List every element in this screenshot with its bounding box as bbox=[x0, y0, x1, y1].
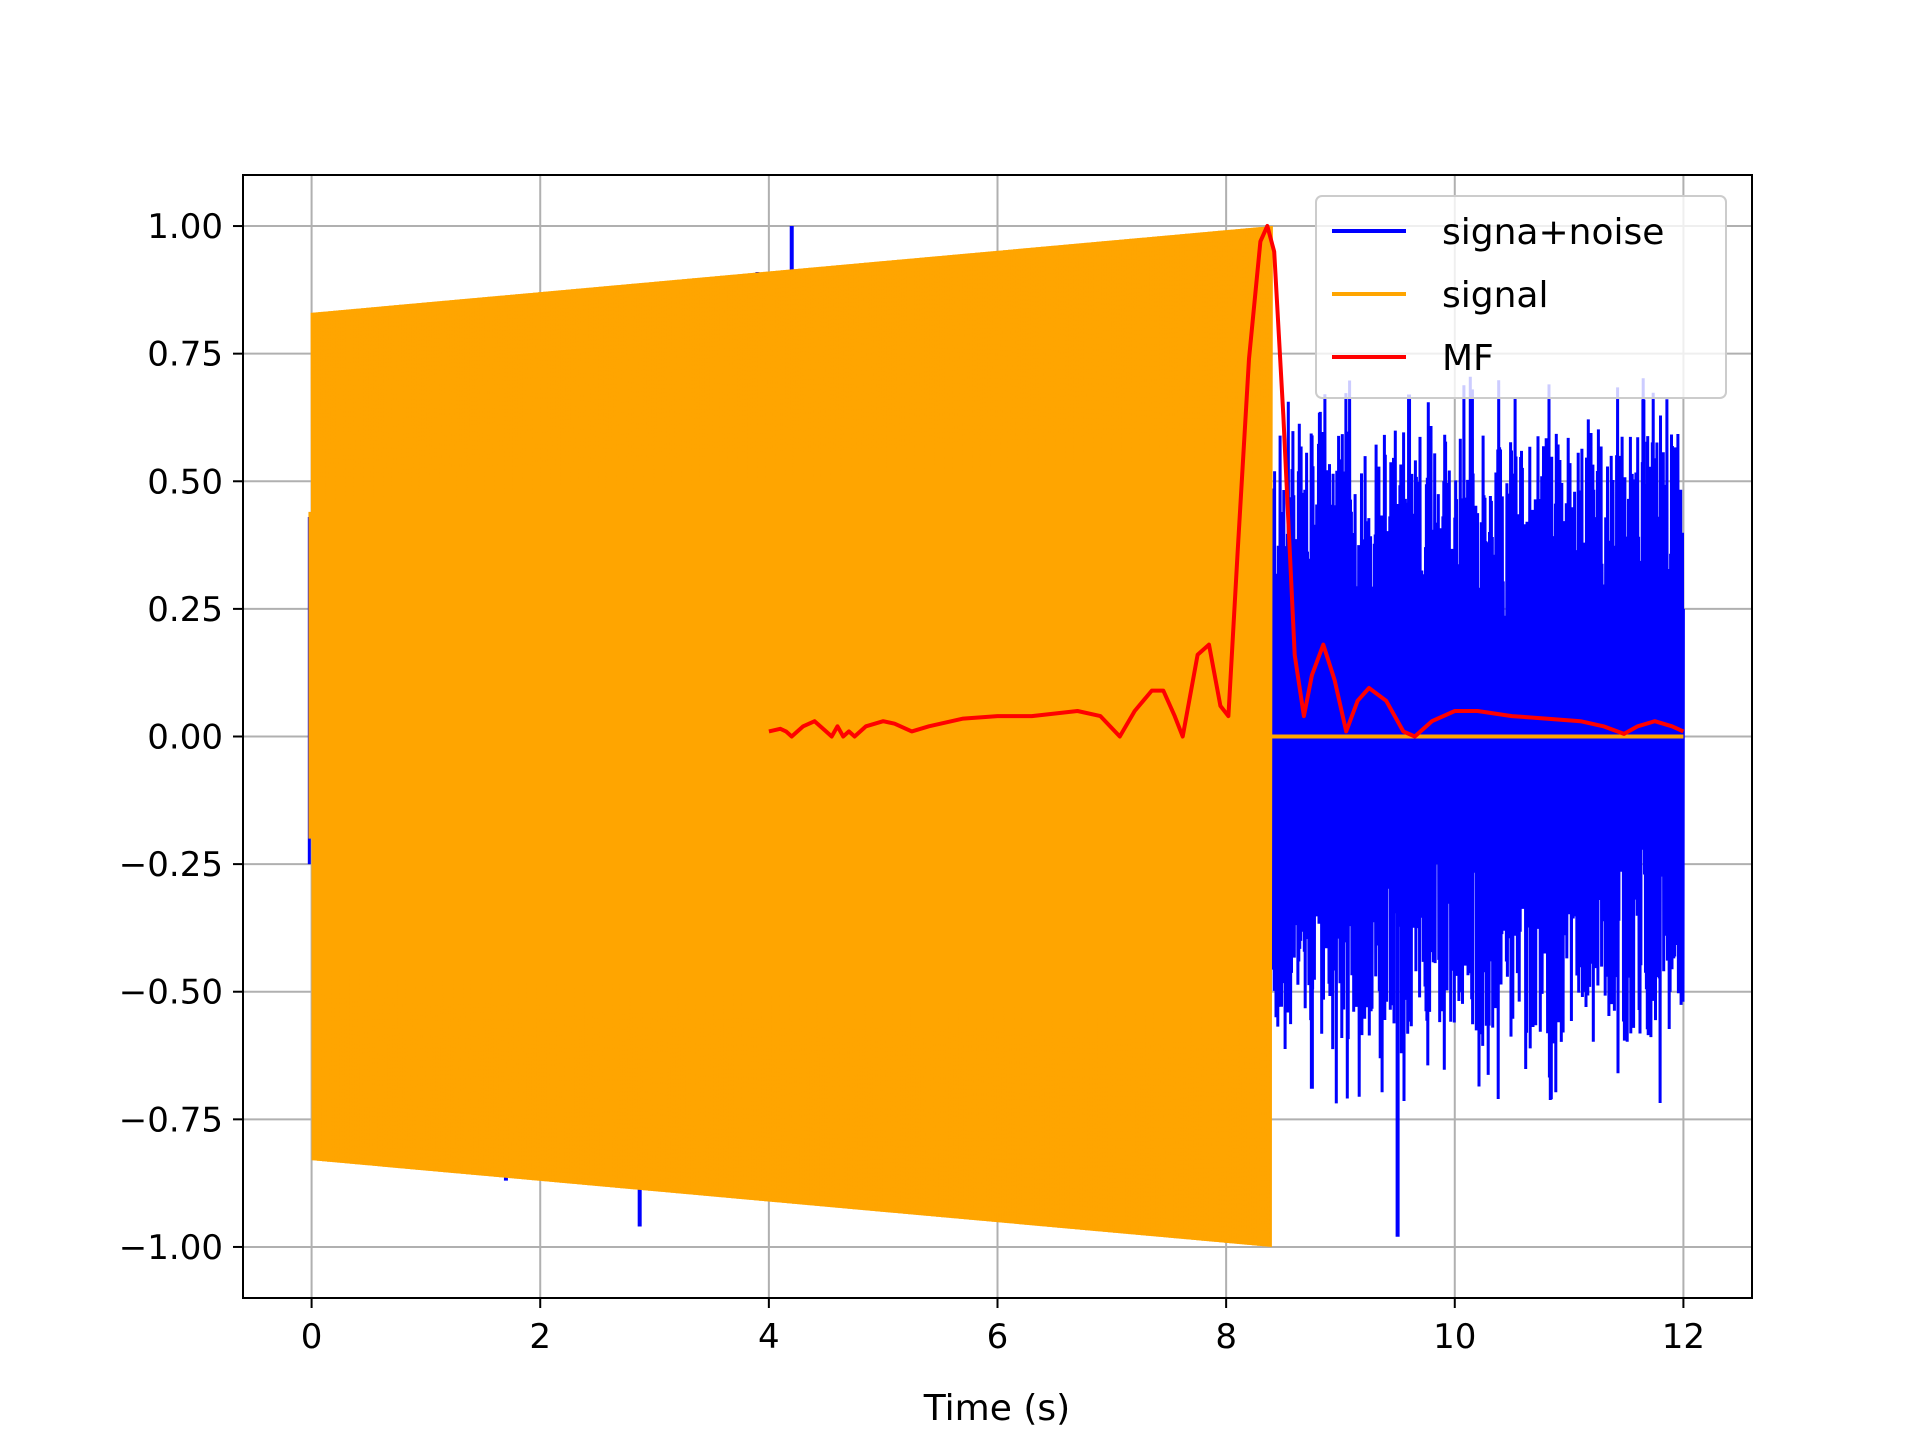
legend: signa+noise signal MF bbox=[1315, 195, 1727, 399]
y-tick-label: −0.75 bbox=[119, 1100, 223, 1140]
y-tick-label: 1.00 bbox=[147, 207, 223, 247]
y-tick-label: 0.25 bbox=[147, 590, 223, 630]
x-tick-label: 2 bbox=[529, 1317, 551, 1357]
x-tick-label: 8 bbox=[1215, 1317, 1237, 1357]
x-tick-label: 4 bbox=[758, 1317, 780, 1357]
mf-line bbox=[768, 224, 1685, 739]
x-tick-label: 0 bbox=[301, 1317, 323, 1357]
y-tick-label: 0.50 bbox=[147, 462, 223, 502]
y-tick-label: 0.75 bbox=[147, 335, 223, 375]
y-tick-label: −0.25 bbox=[119, 845, 223, 885]
ticks: 0 2 4 6 8 10 12 1.00 0.75 0.50 0.25 0.00 −0.25 −0.50 −… bbox=[119, 207, 1705, 1357]
x-tick-label: 10 bbox=[1433, 1317, 1476, 1357]
x-tick-label: 12 bbox=[1662, 1317, 1705, 1357]
x-axis-title: Time (s) bbox=[923, 1388, 1070, 1429]
legend-box bbox=[1315, 195, 1727, 399]
signal-noise-line bbox=[1270, 376, 1685, 1104]
x-tick-label: 6 bbox=[987, 1317, 1009, 1357]
y-tick-label: −0.50 bbox=[119, 973, 223, 1013]
legend-label: signa+noise bbox=[1442, 212, 1664, 253]
signal-line bbox=[310, 225, 1273, 1247]
legend-label: MF bbox=[1442, 338, 1494, 379]
y-tick-label: 0.00 bbox=[147, 718, 223, 758]
legend-label: signal bbox=[1442, 275, 1549, 316]
y-tick-label: −1.00 bbox=[119, 1228, 223, 1268]
data-layer bbox=[307, 224, 1685, 1247]
